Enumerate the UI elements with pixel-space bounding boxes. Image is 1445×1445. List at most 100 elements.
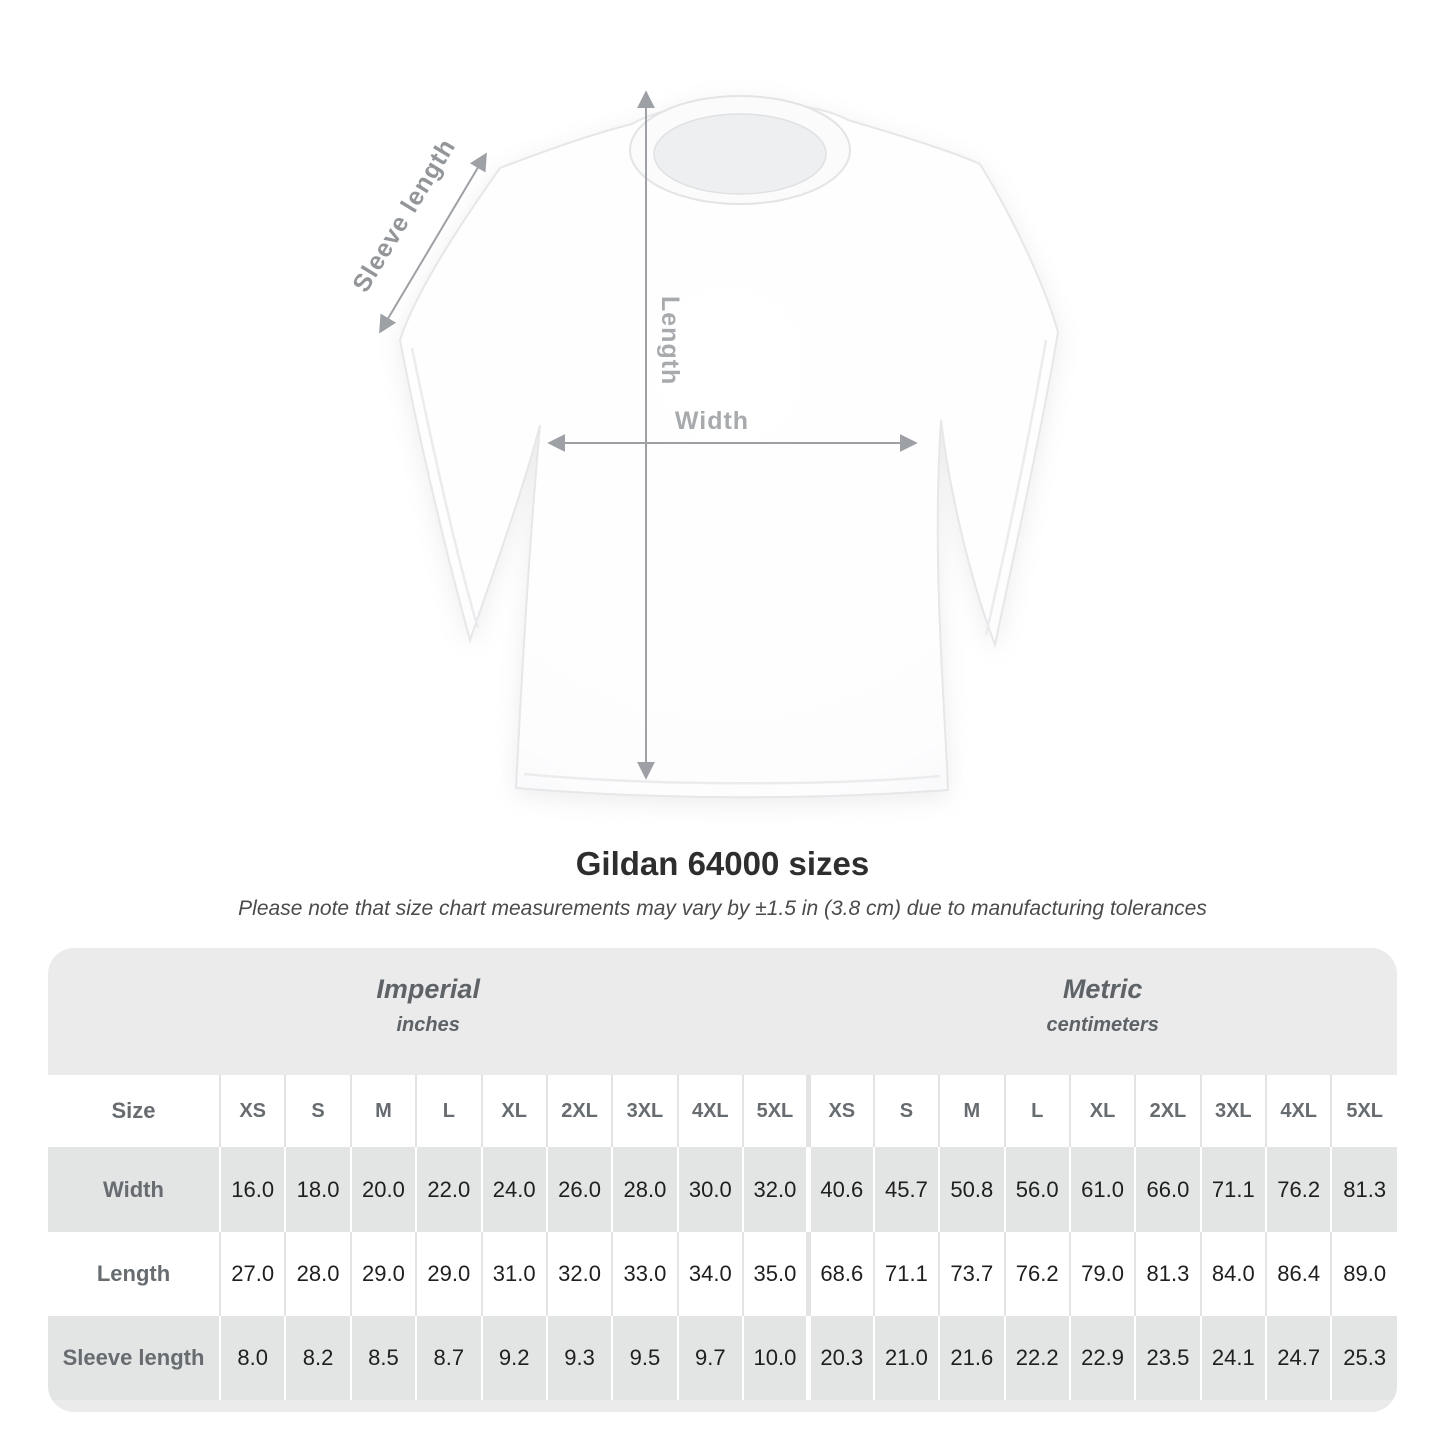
units-header-row: Imperial inches Metric centimeters <box>48 948 1397 1075</box>
value-cell: 89.0 <box>1330 1231 1397 1316</box>
value-cell: 8.5 <box>349 1315 417 1400</box>
value-cell: 20.0 <box>349 1147 417 1232</box>
sizes-header-row: Size XS S M L XL 2XL 3XL 4XL 5XL XS S M L XL 2XL 3XL 4XL… <box>48 1075 1397 1148</box>
value-cell: 9.3 <box>545 1315 613 1400</box>
value-cell: 73.7 <box>938 1231 1005 1316</box>
value-cell: 50.8 <box>938 1147 1005 1232</box>
sleeve-length-arrow <box>379 152 487 334</box>
page-subtitle: Please note that size chart measurements… <box>238 897 1207 920</box>
tshirt-illustration <box>398 95 1060 799</box>
value-cell: 29.0 <box>415 1231 482 1316</box>
value-cell: 8.2 <box>284 1315 351 1400</box>
value-cell: 79.0 <box>1068 1231 1136 1316</box>
size-header-metric-xs: XS <box>805 1075 874 1148</box>
value-cell: 76.2 <box>1264 1147 1332 1232</box>
bottom-hem-stitch <box>523 772 941 785</box>
length-label: Length <box>656 296 684 385</box>
tshirt-body <box>398 100 1060 799</box>
sleeve-hem-stitch-right <box>984 339 1048 636</box>
size-header-imperial-4xl: 4XL <box>676 1075 743 1148</box>
size-column-header: Size <box>111 1098 156 1124</box>
imperial-title: Imperial <box>376 973 480 1004</box>
value-cell: 34.0 <box>676 1231 743 1316</box>
value-cell: 26.0 <box>545 1147 613 1232</box>
value-cell: 56.0 <box>1003 1147 1070 1232</box>
size-header-metric-2xl: 2XL <box>1134 1075 1201 1148</box>
metric-title: Metric <box>1062 973 1143 1004</box>
value-cell: 35.0 <box>741 1231 809 1316</box>
value-cell: 84.0 <box>1199 1231 1266 1316</box>
size-chart-table: Imperial inches Metric centimeters Size … <box>48 948 1397 1400</box>
value-cell: 76.2 <box>1003 1231 1070 1316</box>
value-cell: 25.3 <box>1330 1315 1397 1400</box>
size-header-imperial-2xl: 2XL <box>545 1075 613 1148</box>
value-cell: 9.5 <box>611 1315 678 1400</box>
size-header-imperial-xl: XL <box>480 1075 547 1148</box>
value-cell: 81.3 <box>1134 1231 1201 1316</box>
size-header-imperial-5xl: 5XL <box>741 1075 809 1148</box>
value-cell: 21.0 <box>872 1315 940 1400</box>
table-row-length: Length 27.0 28.0 29.0 29.0 31.0 32.0 33.0 34.0 35… <box>48 1231 1397 1316</box>
row-label: Length <box>96 1260 171 1286</box>
table-row-sleeve-length: Sleeve length 8.0 8.2 8.5 8.7 9.2 9.3 9.5 9.7 10.… <box>48 1315 1397 1400</box>
value-cell: 66.0 <box>1134 1147 1201 1232</box>
value-cell: 9.7 <box>676 1315 743 1400</box>
value-cell: 22.2 <box>1003 1315 1070 1400</box>
size-header-metric-m: M <box>938 1075 1005 1148</box>
value-cell: 10.0 <box>741 1315 809 1400</box>
value-cell: 61.0 <box>1068 1147 1136 1232</box>
value-cell: 16.0 <box>218 1147 286 1232</box>
size-header-imperial-3xl: 3XL <box>611 1075 678 1148</box>
value-cell: 21.6 <box>938 1315 1005 1400</box>
value-cell: 45.7 <box>872 1147 940 1232</box>
size-header-imperial-s: S <box>284 1075 351 1148</box>
imperial-subtitle: inches <box>396 1013 460 1036</box>
size-header-metric-xl: XL <box>1068 1075 1136 1148</box>
size-header-imperial-m: M <box>349 1075 417 1148</box>
row-label: Width <box>103 1176 164 1202</box>
value-cell: 23.5 <box>1134 1315 1201 1400</box>
size-chart-card: Imperial inches Metric centimeters Size … <box>48 948 1397 1412</box>
value-cell: 8.0 <box>218 1315 286 1400</box>
value-cell: 33.0 <box>611 1231 678 1316</box>
value-cell: 32.0 <box>545 1231 613 1316</box>
value-cell: 24.1 <box>1199 1315 1266 1400</box>
size-header-imperial-l: L <box>415 1075 482 1148</box>
imperial-header: Imperial inches <box>48 948 808 1075</box>
row-label: Sleeve length <box>62 1344 205 1370</box>
width-label: Width <box>675 407 749 435</box>
page-title: Gildan 64000 sizes <box>575 845 870 882</box>
value-cell: 71.1 <box>1199 1147 1266 1232</box>
size-header-metric-5xl: 5XL <box>1330 1075 1397 1148</box>
value-cell: 28.0 <box>611 1147 678 1232</box>
value-cell: 29.0 <box>349 1231 417 1316</box>
value-cell: 27.0 <box>218 1231 286 1316</box>
value-cell: 24.0 <box>480 1147 547 1232</box>
value-cell: 71.1 <box>872 1231 940 1316</box>
metric-header: Metric centimeters <box>808 948 1397 1075</box>
value-cell: 18.0 <box>284 1147 351 1232</box>
value-cell: 40.6 <box>805 1147 874 1232</box>
value-cell: 32.0 <box>741 1147 809 1232</box>
value-cell: 86.4 <box>1264 1231 1332 1316</box>
table-row-width: Width 16.0 18.0 20.0 22.0 24.0 26.0 28.0 30.0 32.… <box>48 1147 1397 1232</box>
value-cell: 20.3 <box>805 1315 874 1400</box>
value-cell: 81.3 <box>1330 1147 1397 1232</box>
value-cell: 22.0 <box>415 1147 482 1232</box>
value-cell: 28.0 <box>284 1231 351 1316</box>
size-header-metric-4xl: 4XL <box>1264 1075 1332 1148</box>
value-cell: 9.2 <box>480 1315 547 1400</box>
size-header-metric-s: S <box>872 1075 940 1148</box>
value-cell: 31.0 <box>480 1231 547 1316</box>
value-cell: 22.9 <box>1068 1315 1136 1400</box>
size-table-body: Imperial inches Metric centimeters Size … <box>48 948 1397 1400</box>
tshirt-collar-inner <box>653 113 827 195</box>
size-header-metric-3xl: 3XL <box>1199 1075 1266 1148</box>
metric-subtitle: centimeters <box>1046 1013 1159 1036</box>
value-cell: 24.7 <box>1264 1315 1332 1400</box>
value-cell: 30.0 <box>676 1147 743 1232</box>
tshirt-diagram: Width Length Sleeve length <box>347 90 1060 799</box>
size-header-imperial-xs: XS <box>218 1075 286 1148</box>
sleeve-hem-stitch-left <box>410 347 480 629</box>
